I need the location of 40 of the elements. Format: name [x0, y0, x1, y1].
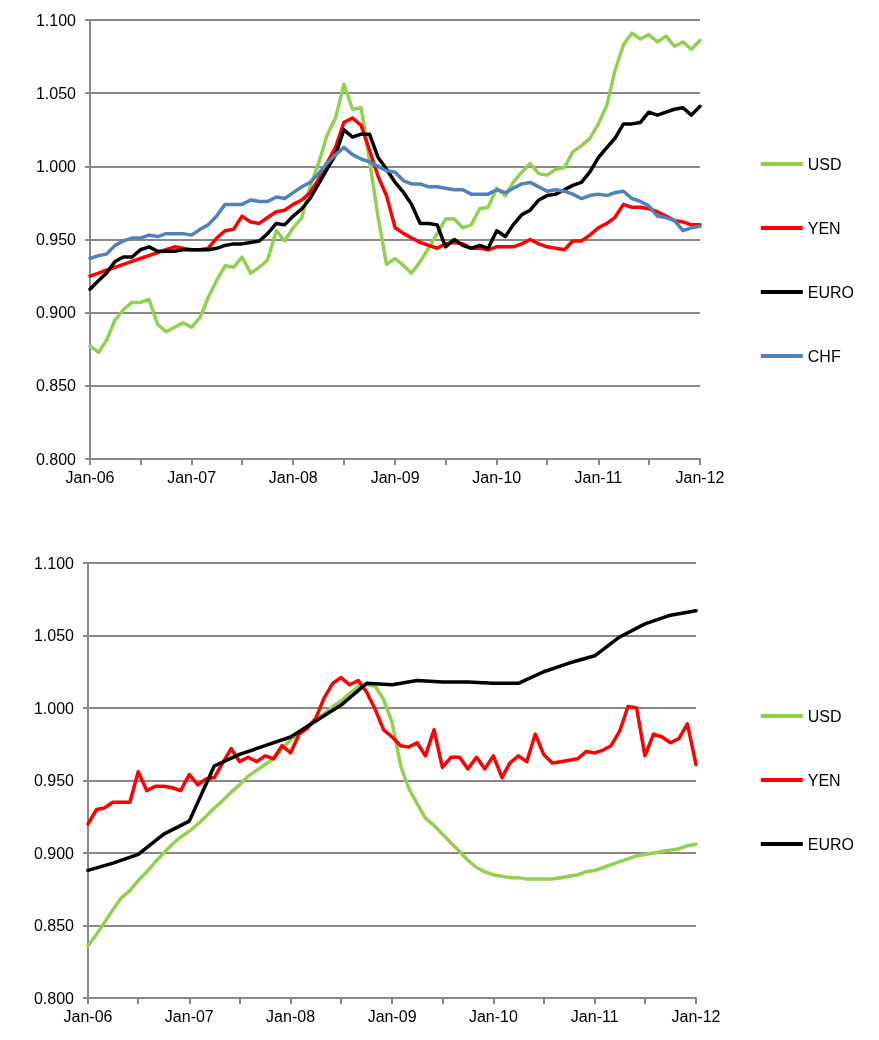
legend-label: CHF [807, 347, 841, 365]
x-tick-label: Jan-10 [468, 1007, 518, 1025]
line-series [86, 683, 698, 948]
x-tick-label: Jan-11 [570, 1007, 619, 1025]
legend-label: YEN [807, 771, 841, 789]
y-tick-label: 0.850 [35, 377, 77, 395]
y-tick-label: 1.000 [33, 699, 75, 717]
x-tick-label: Jan-08 [268, 468, 318, 486]
legend-label: USD [807, 707, 842, 725]
y-tick-label: 0.900 [33, 844, 75, 862]
y-tick-label: 0.950 [35, 231, 77, 248]
line-series [86, 609, 698, 873]
y-tick-label: 1.000 [35, 157, 77, 175]
line-series [86, 675, 698, 826]
x-tick-label: Jan-07 [167, 468, 217, 486]
x-tick-label: Jan-06 [65, 468, 115, 486]
y-tick-label: 1.100 [33, 554, 75, 572]
x-tick-label: Jan-12 [675, 468, 725, 486]
legend-label: USD [807, 155, 842, 173]
y-tick-label: 0.800 [33, 989, 75, 1007]
legend-label: EURO [807, 835, 855, 853]
y-tick-label: 0.950 [33, 772, 75, 789]
x-tick-label: Jan-12 [671, 1007, 721, 1025]
x-tick-label: Jan-06 [63, 1007, 113, 1025]
x-tick-label: Jan-11 [574, 468, 623, 486]
line-series [88, 31, 702, 354]
y-tick-label: 0.850 [33, 917, 75, 934]
x-tick-label: Jan-09 [367, 1007, 417, 1025]
y-tick-label: 1.100 [35, 11, 77, 29]
line-series [88, 145, 702, 261]
y-tick-label: 1.050 [33, 627, 75, 644]
x-tick-label: Jan-09 [370, 468, 420, 486]
x-tick-label: Jan-10 [472, 468, 522, 486]
y-tick-label: 0.900 [35, 304, 77, 322]
y-tick-label: 1.050 [35, 84, 77, 102]
x-tick-label: Jan-08 [266, 1007, 316, 1025]
x-tick-label: Jan-07 [164, 1007, 214, 1025]
legend-label: YEN [807, 219, 841, 237]
y-tick-label: 0.800 [35, 450, 77, 468]
legend-label: EURO [807, 283, 855, 301]
